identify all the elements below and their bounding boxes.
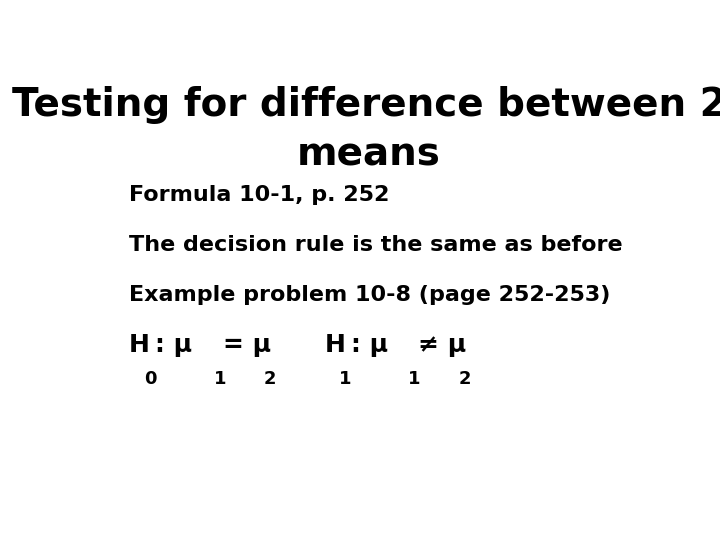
Text: 2: 2 [459,370,471,388]
Text: Testing for difference between 2: Testing for difference between 2 [12,85,720,124]
Text: : μ: : μ [351,333,387,357]
Text: : μ: : μ [156,333,192,357]
Text: The decision rule is the same as before: The decision rule is the same as before [129,235,623,255]
Text: 1: 1 [214,370,226,388]
Text: 2: 2 [264,370,276,388]
Text: 1: 1 [408,370,420,388]
Text: Formula 10-1, p. 252: Formula 10-1, p. 252 [129,185,390,205]
Text: H: H [129,333,150,357]
Text: = μ: = μ [222,333,271,357]
Text: 1: 1 [339,370,352,388]
Text: means: means [297,136,441,173]
Text: 0: 0 [144,370,157,388]
Text: Example problem 10-8 (page 252-253): Example problem 10-8 (page 252-253) [129,285,611,305]
Text: ≠ μ: ≠ μ [418,333,467,357]
Text: H: H [324,333,345,357]
